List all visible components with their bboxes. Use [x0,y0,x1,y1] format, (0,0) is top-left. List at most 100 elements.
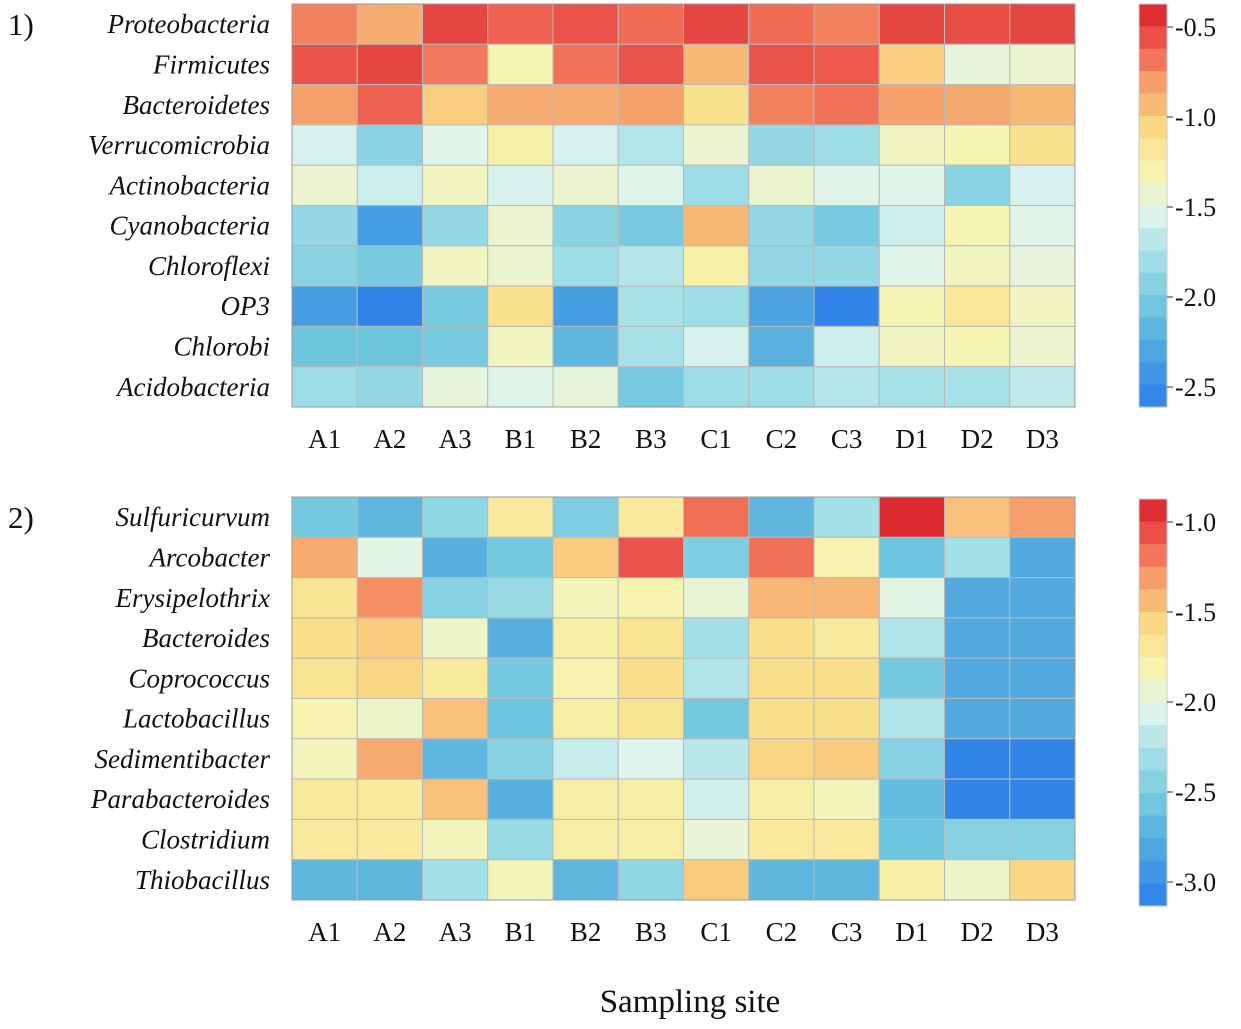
colorbar-segment [1139,612,1167,636]
heatmap-cell [748,738,815,780]
heatmap-cell [356,536,423,579]
colorbar-segment [1139,362,1167,386]
colorbar-segment [1139,883,1167,907]
heatmap-cell [552,577,619,619]
heatmap-cell [944,164,1011,206]
heatmap-cell [356,698,423,740]
heatmap-cell [487,617,554,659]
row-label: OP3 [221,291,271,321]
column-label: D1 [895,917,928,947]
heatmap-cell [487,325,554,368]
heatmap-cell [356,124,423,166]
column-label: C2 [766,917,798,947]
row-label: Clostridium [141,825,270,855]
heatmap-cell [487,164,554,206]
row-label: Thiobacillus [135,865,270,895]
heatmap-cell [1009,778,1076,820]
heatmap-cell [683,859,750,901]
heatmap-cell [1009,657,1076,700]
heatmap-cell [944,577,1011,619]
row-label: Bacteroides [142,623,270,653]
row-label: Chloroflexi [148,251,270,281]
heatmap-cell [291,536,358,579]
heatmap-cell [1009,738,1076,780]
row-label: Parabacteroides [90,784,270,814]
heatmap-cell [356,164,423,206]
heatmap-cell [813,818,880,861]
colorbar-segment [1139,521,1167,545]
heatmap-cell [552,84,619,126]
heatmap-cell [813,164,880,206]
heatmap-cell [944,366,1011,408]
colorbar-segment [1139,339,1167,363]
heatmap-cell [944,245,1011,287]
colorbar-segment [1139,317,1167,341]
heatmap-cell [617,285,684,327]
heatmap-cell [291,617,358,659]
heatmap-cell [291,84,358,126]
heatmap-cell [617,536,684,579]
heatmap-cell [617,245,684,287]
heatmap-cell [422,657,489,700]
heatmap-cell [552,859,619,901]
heatmap-cell [617,496,684,538]
heatmap-cell [422,164,489,206]
heatmap-cell [422,859,489,901]
heatmap-cell [552,124,619,166]
row-label: Verrucomicrobia [88,130,270,160]
heatmap-cell [944,698,1011,740]
heatmap-cell [356,778,423,820]
heatmap-cell [291,245,358,287]
colorbar-segment [1139,138,1167,162]
heatmap-cell [291,738,358,780]
heatmap-cell [683,496,750,538]
colorbar-tick-label: -1.0 [1175,103,1216,132]
column-label: B2 [570,917,602,947]
colorbar-segment [1139,725,1167,749]
column-label: C1 [700,917,732,947]
heatmap-cell [748,818,815,861]
heatmap-cell [487,245,554,287]
colorbar-segment [1139,860,1167,884]
heatmap-cell [878,577,945,619]
colorbar-segment [1139,26,1167,50]
row-label: Arcobacter [148,542,271,572]
column-label: A3 [439,917,472,947]
heatmap-cell [878,617,945,659]
colorbar-segment [1139,384,1167,408]
heatmap-cell [748,43,815,86]
heatmap-cell [617,738,684,780]
heatmap-cell [617,43,684,86]
heatmap-cell [813,657,880,700]
column-label: C2 [766,424,798,454]
heatmap-cell [944,325,1011,368]
heatmap-cell [552,164,619,206]
heatmap-cell [878,859,945,901]
heatmap-cell [487,657,554,700]
heatmap-cell [617,325,684,368]
heatmap-cell [683,698,750,740]
heatmap-cell [944,124,1011,166]
colorbar-tick-label: -3.0 [1175,868,1216,897]
colorbar-segment [1139,48,1167,72]
column-label: D2 [961,424,994,454]
heatmap-cell [1009,3,1076,45]
heatmap-cell [748,325,815,368]
heatmap-cell [813,778,880,820]
heatmap-cell [422,818,489,861]
heatmap-cell [422,366,489,408]
heatmap-cell [1009,366,1076,408]
heatmap-cell [422,778,489,820]
heatmap-cell [683,124,750,166]
heatmap-cell [944,3,1011,45]
heatmap-cell [617,657,684,700]
heatmap-cell [683,536,750,579]
heatmap-cell [356,496,423,538]
heatmap-cell [291,164,358,206]
heatmap-cell [552,536,619,579]
colorbar-tick-label: -2.0 [1175,283,1216,312]
heatmap-cell [878,818,945,861]
heatmap-cell [1009,245,1076,287]
heatmap-cell [683,3,750,45]
heatmap-cell [878,164,945,206]
